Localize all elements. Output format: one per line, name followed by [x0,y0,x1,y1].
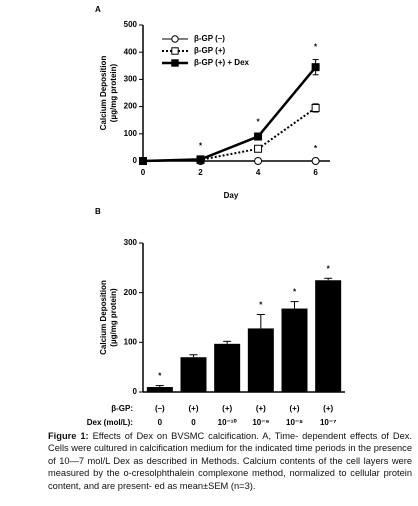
y-tick-label: 100 [124,337,138,346]
y-tick-label: 0 [133,387,138,396]
y-tick-label: 300 [124,238,138,247]
series-line [142,107,317,162]
legend-marker [171,47,179,55]
significance-mark: * [257,117,261,126]
x-tick-label: 10⁻⁷ [320,418,336,427]
y-tick-label: 500 [124,20,138,29]
y-tick-label: 200 [124,288,138,297]
legend-label: β-GP (–) [194,34,225,43]
bgp-label: (+) [189,404,199,413]
y-tick-label: 300 [124,75,138,84]
marker [254,157,263,165]
bar [247,328,274,392]
x-tick-label: 4 [256,168,261,177]
marker [254,144,263,153]
series-line [142,66,317,163]
bgp-label: (–) [155,404,165,413]
panel-label: A [95,5,101,14]
significance-mark: * [158,372,162,381]
x-tick-label: 2 [198,168,203,177]
y-tick-label: 400 [124,47,138,56]
y-axis-label: Calcium Deposition [99,56,108,131]
x-tick-label: 10⁻⁸ [286,418,303,427]
bgp-label: (+) [222,404,232,413]
row-label: Dex (mol/L): [87,418,133,427]
y-axis-label: (µg/mg protein) [109,63,118,122]
marker [311,63,320,72]
panel-label: B [95,207,101,216]
bgp-label: (+) [290,404,300,413]
x-tick-label: 0 [158,418,163,427]
legend-marker [171,59,179,67]
x-tick-label: 0 [141,168,146,177]
caption-text: Effects of Dex on BVSMC calcification. A… [48,431,412,491]
bar [180,357,207,392]
x-tick-label: 6 [313,168,318,177]
legend-marker [171,35,179,43]
legend-label: β-GP (+) [194,46,226,55]
y-tick-label: 100 [124,129,138,138]
y-tick-label: 200 [124,102,138,111]
significance-mark: * [293,288,297,297]
bar [146,387,173,392]
significance-mark: * [259,301,263,310]
bar [214,343,241,392]
x-tick-label: 0 [191,418,196,427]
y-axis-label: (µg/mg protein) [109,288,118,347]
x-tick-label: 10⁻¹⁰ [218,418,238,427]
row-label: β-GP: [111,404,133,413]
bar [315,280,342,392]
y-axis-label: Calcium Deposition [99,280,108,355]
y-tick-label: 0 [133,156,138,165]
marker [254,132,263,141]
bar [281,308,308,392]
significance-mark: * [314,43,318,52]
x-tick-label: 10⁻⁹ [252,418,269,427]
legend-label: β-GP (+) + Dex [194,58,250,67]
marker [311,103,320,112]
bgp-label: (+) [323,404,333,413]
marker [196,155,205,164]
caption-label: Figure 1: [48,431,89,441]
bgp-label: (+) [256,404,266,413]
marker [311,157,320,165]
x-axis-label: Day [224,191,239,200]
significance-mark: * [327,264,331,273]
significance-mark: * [314,144,318,153]
caption: Figure 1: Effects of Dex on BVSMC calcif… [48,430,412,492]
significance-mark: * [199,142,203,151]
marker [139,157,147,165]
